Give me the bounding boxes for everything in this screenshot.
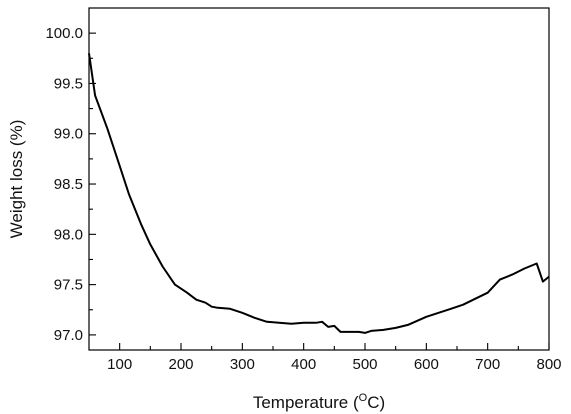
y-tick-label: 99.5 (54, 75, 83, 92)
x-tick-label: 400 (291, 356, 316, 373)
x-tick-label: 500 (352, 356, 377, 373)
y-tick-label: 99.0 (54, 126, 83, 143)
x-axis-title-superscript: O (359, 392, 368, 404)
weight-loss-line (88, 53, 550, 334)
axis-ticks (89, 32, 550, 350)
y-tick-label: 98.0 (54, 226, 83, 243)
x-tick-label: 700 (475, 356, 500, 373)
x-tick-label: 800 (536, 356, 561, 373)
x-tick-label: 600 (414, 356, 439, 373)
y-tick-label: 97.5 (54, 277, 83, 294)
x-axis-title-main: Temperature ( (253, 393, 359, 412)
x-axis-title: Temperature (OC) (253, 392, 385, 412)
tick-labels: 100 200 300 400 500 600 700 800 97.0 97.5 98.0 98.5… (45, 25, 561, 373)
plot-frame (88, 7, 550, 351)
x-axis-title-suffix: C) (367, 393, 385, 412)
y-tick-label: 97.0 (54, 327, 83, 344)
y-axis-title: Weight loss (%) (7, 120, 26, 239)
y-tick-label: 100.0 (45, 25, 83, 42)
x-tick-label: 300 (230, 356, 255, 373)
y-tick-label: 98.5 (54, 176, 83, 193)
x-tick-label: 100 (107, 356, 132, 373)
x-tick-label: 200 (168, 356, 193, 373)
